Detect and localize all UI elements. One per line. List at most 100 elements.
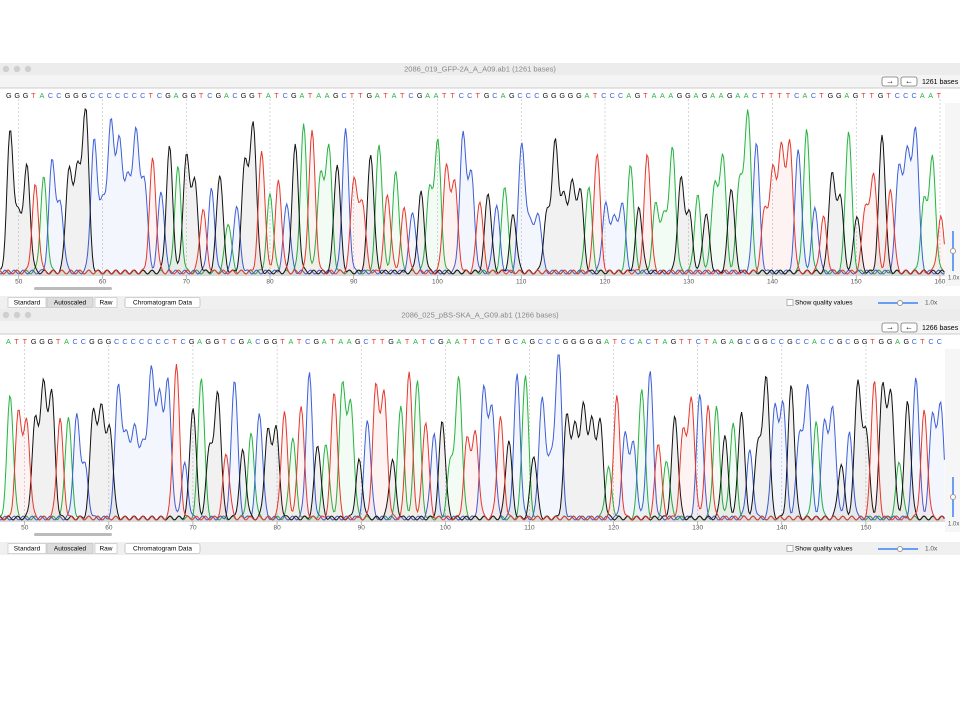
window-button[interactable]	[24, 311, 32, 319]
base-call: G	[563, 337, 569, 346]
window-button[interactable]	[2, 311, 10, 319]
base-call: C	[140, 91, 145, 100]
view-button-label: Autoscaled	[54, 300, 87, 307]
base-call: A	[224, 91, 229, 100]
base-call: C	[746, 337, 751, 346]
base-call: C	[480, 337, 485, 346]
base-call: T	[442, 91, 447, 100]
base-call: G	[579, 337, 585, 346]
base-call: G	[23, 91, 29, 100]
slider-knob[interactable]	[950, 494, 956, 500]
base-call: C	[601, 91, 606, 100]
x-tick-label: 150	[851, 279, 862, 286]
base-call: A	[652, 91, 657, 100]
base-call: T	[23, 337, 28, 346]
direction-button[interactable]	[900, 76, 918, 87]
base-call: T	[308, 91, 313, 100]
direction-button[interactable]	[881, 76, 899, 87]
base-call: G	[721, 337, 727, 346]
base-call: T	[471, 337, 476, 346]
base-call: C	[305, 337, 310, 346]
base-call: T	[613, 337, 618, 346]
view-button[interactable]	[94, 297, 118, 308]
scrollbar[interactable]	[34, 533, 112, 536]
base-call: A	[434, 91, 439, 100]
base-call: C	[488, 337, 493, 346]
slider-knob[interactable]	[950, 248, 956, 254]
side-panel	[945, 103, 960, 286]
base-call: T	[761, 91, 766, 100]
base-call: G	[484, 91, 490, 100]
direction-button[interactable]	[900, 322, 918, 333]
base-call: G	[291, 91, 297, 100]
quality-checkbox[interactable]	[786, 299, 794, 306]
base-call: A	[920, 91, 925, 100]
base-call: T	[31, 91, 36, 100]
base-call: A	[425, 91, 430, 100]
base-call: C	[794, 91, 799, 100]
base-call: G	[6, 91, 12, 100]
window-button[interactable]	[24, 65, 32, 73]
x-tick-label: 90	[350, 279, 358, 286]
view-button[interactable]	[94, 543, 118, 554]
view-button[interactable]	[7, 297, 47, 308]
base-call: C	[48, 91, 53, 100]
base-call: G	[190, 91, 196, 100]
base-call: C	[181, 337, 186, 346]
base-call: G	[189, 337, 195, 346]
base-call: C	[912, 337, 917, 346]
base-call: T	[687, 337, 692, 346]
window-button[interactable]	[2, 65, 10, 73]
base-call: C	[255, 337, 260, 346]
base-call: T	[777, 91, 782, 100]
x-tick-label: 60	[99, 279, 107, 286]
zoom-knob[interactable]	[897, 546, 903, 552]
x-tick-label: 70	[189, 525, 197, 532]
base-call: G	[241, 91, 247, 100]
side-zoom: 1.0x	[948, 276, 959, 282]
base-call: C	[928, 337, 933, 346]
data-button-label: Chromatogram Data	[133, 546, 192, 553]
base-call: T	[297, 337, 302, 346]
view-button[interactable]	[7, 543, 47, 554]
view-button[interactable]	[46, 297, 94, 308]
base-call: C	[770, 337, 775, 346]
x-tick-label: 140	[776, 525, 787, 532]
base-call: A	[895, 337, 900, 346]
window-button[interactable]	[13, 65, 21, 73]
base-call: G	[249, 91, 255, 100]
base-call: C	[341, 91, 346, 100]
scrollbar[interactable]	[34, 287, 112, 290]
direction-button[interactable]	[881, 322, 899, 333]
data-button[interactable]	[124, 543, 201, 554]
base-call: T	[643, 91, 648, 100]
base-call: G	[31, 337, 37, 346]
base-count: 1261 bases	[922, 79, 959, 86]
base-call: G	[551, 91, 557, 100]
x-tick-label: 110	[524, 525, 535, 532]
quality-checkbox[interactable]	[786, 545, 794, 552]
data-button[interactable]	[124, 297, 201, 308]
base-call: G	[39, 337, 45, 346]
bottom-bar	[0, 542, 960, 555]
zoom-knob[interactable]	[897, 300, 903, 306]
base-call: T	[222, 337, 227, 346]
base-call: C	[517, 91, 522, 100]
base-call: T	[870, 91, 875, 100]
base-call: C	[811, 91, 816, 100]
base-call: C	[618, 91, 623, 100]
base-call: T	[56, 337, 61, 346]
base-call: G	[505, 337, 511, 346]
x-tick-label: 120	[608, 525, 619, 532]
base-call: C	[911, 91, 916, 100]
base-call: A	[347, 337, 352, 346]
window-button[interactable]	[13, 311, 21, 319]
base-call: A	[521, 337, 526, 346]
x-tick-label: 60	[105, 525, 113, 532]
base-call: G	[438, 337, 444, 346]
base-call: A	[325, 91, 330, 100]
base-call: T	[405, 337, 410, 346]
base-call: C	[408, 91, 413, 100]
base-call: A	[638, 337, 643, 346]
view-button[interactable]	[46, 543, 94, 554]
